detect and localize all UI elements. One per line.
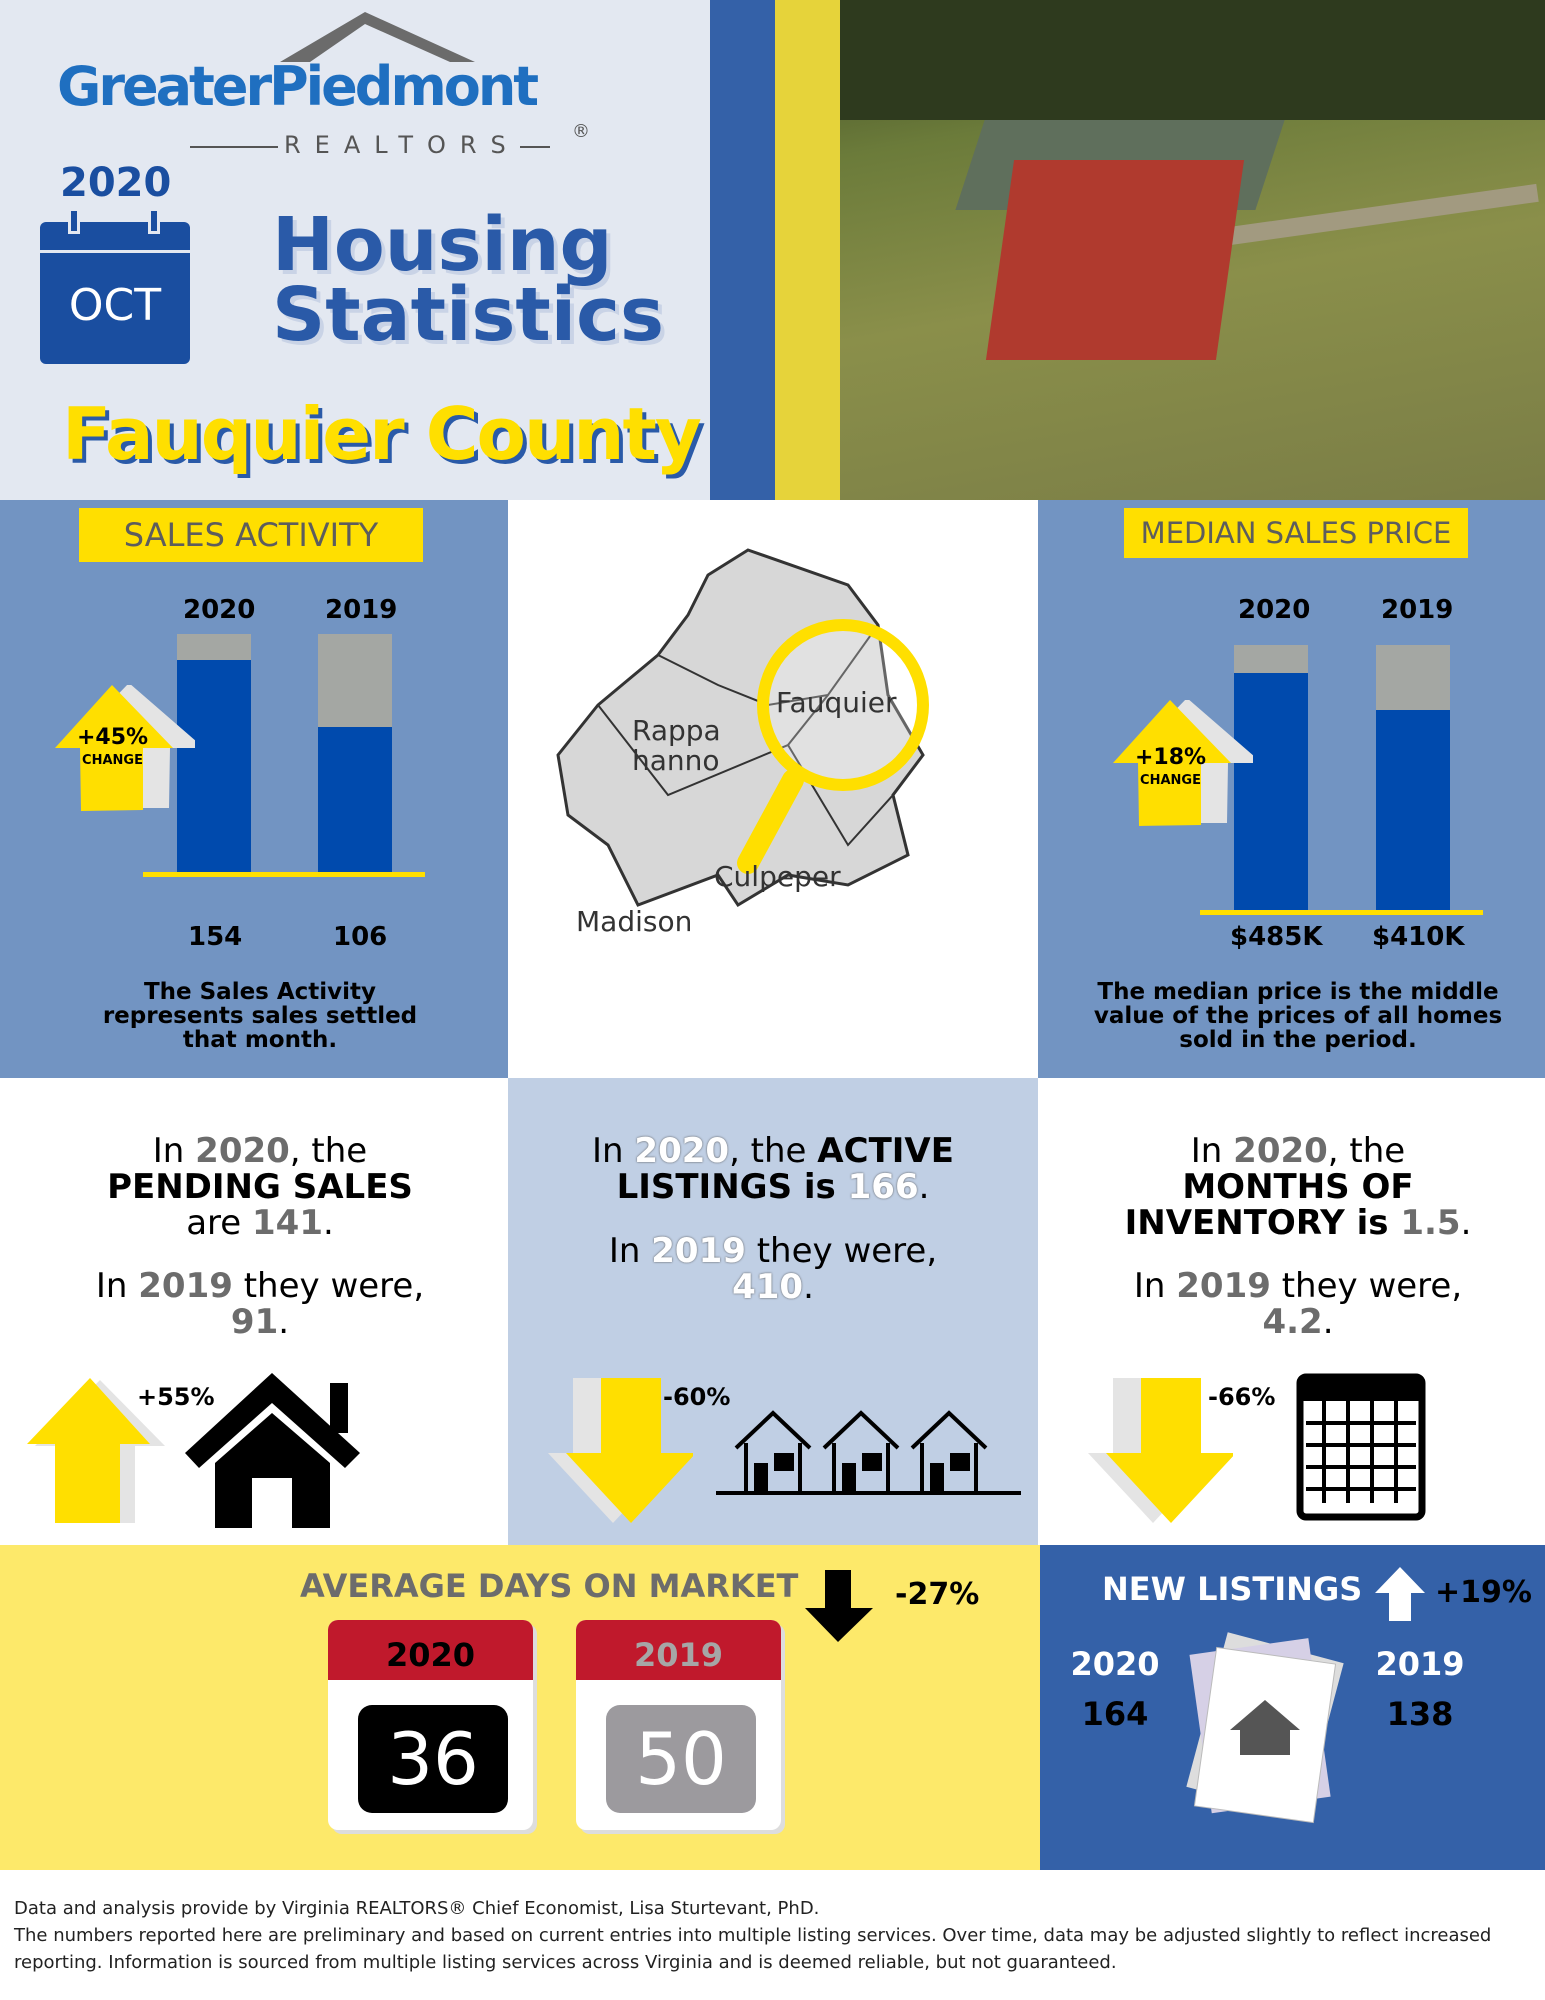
median-price-panel: MEDIAN SALES PRICE 2020 2019 +18% CHANGE… xyxy=(1038,500,1545,1078)
house-icon xyxy=(185,1373,360,1528)
roof-logo-icon xyxy=(280,12,475,62)
bar-2019 xyxy=(318,726,392,874)
change-label: CHANGE xyxy=(82,753,143,768)
baseline xyxy=(1200,910,1483,915)
header-panel: GreaterPiedmont REALTORS ® 2020 OCT Hous… xyxy=(0,0,710,500)
pending-sales-panel: In 2020, the PENDING SALES are 141. In 2… xyxy=(0,1078,508,1545)
new-listings-year-2020: 2020 xyxy=(1070,1645,1160,1683)
inventory-change: -66% xyxy=(1208,1383,1276,1411)
registered-mark: ® xyxy=(572,121,590,142)
down-arrow-icon xyxy=(805,1570,873,1642)
map-shape xyxy=(556,548,929,908)
inventory-2019-text: In 2019 they were, 4.2. xyxy=(1133,1266,1463,1342)
houses-icon xyxy=(716,1410,1021,1495)
calendar-grid-icon xyxy=(1296,1373,1426,1521)
down-arrow-icon xyxy=(548,1378,693,1523)
barn xyxy=(985,160,1245,360)
year-label: 2020 xyxy=(1238,595,1311,625)
county-map: Fauquier Rappahannock Culpeper Madison xyxy=(508,500,1038,1078)
value-label: 106 xyxy=(333,922,388,952)
up-arrow-icon xyxy=(27,1378,165,1523)
up-arrow-icon: +45% CHANGE xyxy=(55,685,195,815)
new-listings-value-2020: 164 xyxy=(1081,1695,1149,1733)
down-arrow-icon xyxy=(1088,1378,1233,1523)
value-label: $485K xyxy=(1230,922,1323,952)
brand-sub: REALTORS xyxy=(278,130,520,160)
months-inventory-panel: In 2020, the MONTHS OF INVENTORY is 1.5.… xyxy=(1038,1078,1545,1545)
title-line-1: Housing xyxy=(272,202,613,288)
calendar-2019: 2019 50 xyxy=(576,1620,781,1830)
new-listings-change: +19% xyxy=(1435,1575,1532,1610)
month: OCT xyxy=(68,280,162,331)
median-price-title: MEDIAN SALES PRICE xyxy=(1124,508,1468,558)
value-label: 154 xyxy=(188,922,243,952)
bar-2020 xyxy=(1234,672,1308,912)
up-arrow-icon: +18% CHANGE xyxy=(1113,700,1253,830)
new-listings-year-2019: 2019 xyxy=(1375,1645,1465,1683)
new-listings-title: NEW LISTINGS xyxy=(1102,1570,1363,1608)
dom-year-2020: 2020 xyxy=(328,1620,533,1680)
year-label: 2019 xyxy=(325,595,398,625)
year: 2020 xyxy=(60,160,172,206)
dom-change: -27% xyxy=(895,1577,980,1612)
dom-value-2019: 50 xyxy=(606,1705,756,1813)
active-2019-text: In 2019 they were, 410. xyxy=(608,1231,938,1307)
active-2020-text: In 2020, the ACTIVE LISTINGS is 166. xyxy=(592,1131,954,1207)
footer-line-2: The numbers reported here are preliminar… xyxy=(14,1925,1492,1973)
title-line-2: Statistics xyxy=(272,272,665,358)
median-price-description: The median price is the middle value of … xyxy=(1093,979,1503,1053)
change-value: +45% xyxy=(76,725,149,750)
documents-house-icon xyxy=(1186,1632,1344,1824)
active-change: -60% xyxy=(663,1383,731,1411)
pending-change: +55% xyxy=(137,1383,215,1411)
county-name: Fauquier County xyxy=(62,392,702,476)
sales-activity-description: The Sales Activity represents sales sett… xyxy=(102,979,418,1053)
up-arrow-icon xyxy=(1375,1567,1425,1621)
brand-name: GreaterPiedmont xyxy=(57,55,539,118)
inventory-2020-text: In 2020, the MONTHS OF INVENTORY is 1.5. xyxy=(1124,1131,1472,1243)
baseline xyxy=(143,872,425,877)
footer-line-1: Data and analysis provide by Virginia RE… xyxy=(14,1898,820,1919)
map-label-culpeper: Culpeper xyxy=(714,860,841,893)
calendar-icon: OCT xyxy=(40,208,190,364)
dom-year-2019: 2019 xyxy=(576,1620,781,1680)
map-label-madison: Madison xyxy=(576,905,693,938)
value-label: $410K xyxy=(1372,922,1465,952)
days-on-market-panel: AVERAGE DAYS ON MARKET -27% 2020 36 2019… xyxy=(0,1545,1040,1870)
year-label: 2019 xyxy=(1381,595,1454,625)
pending-2020-text: In 2020, the PENDING SALES are 141. xyxy=(107,1131,413,1243)
change-value: +18% xyxy=(1134,745,1207,770)
page-title: Housing Statistics xyxy=(272,202,665,358)
blue-stripe xyxy=(710,0,775,500)
bar-2019 xyxy=(1376,709,1450,912)
new-listings-panel: NEW LISTINGS +19% 2020 164 2019 138 xyxy=(1040,1545,1545,1870)
new-listings-value-2019: 138 xyxy=(1386,1695,1454,1733)
sales-activity-title: SALES ACTIVITY xyxy=(79,508,423,562)
map-label-fauquier: Fauquier xyxy=(776,686,897,719)
calendar-2020: 2020 36 xyxy=(328,1620,533,1830)
sales-activity-panel: SALES ACTIVITY 2020 2019 +45% CHANGE 154… xyxy=(0,500,508,1078)
footer-disclaimer: Data and analysis provide by Virginia RE… xyxy=(14,1895,1514,1976)
year-label: 2020 xyxy=(183,595,256,625)
map-label-rappahannock: Rappahannock xyxy=(632,716,721,778)
dom-title: AVERAGE DAYS ON MARKET xyxy=(300,1567,799,1605)
yellow-stripe xyxy=(775,0,840,500)
pending-2019-text: In 2019 they were, 91. xyxy=(95,1266,425,1342)
bar-2020 xyxy=(177,659,251,874)
dom-value-2020: 36 xyxy=(358,1705,508,1813)
active-listings-panel: In 2020, the ACTIVE LISTINGS is 166. In … xyxy=(508,1078,1038,1545)
change-label: CHANGE xyxy=(1140,773,1201,788)
